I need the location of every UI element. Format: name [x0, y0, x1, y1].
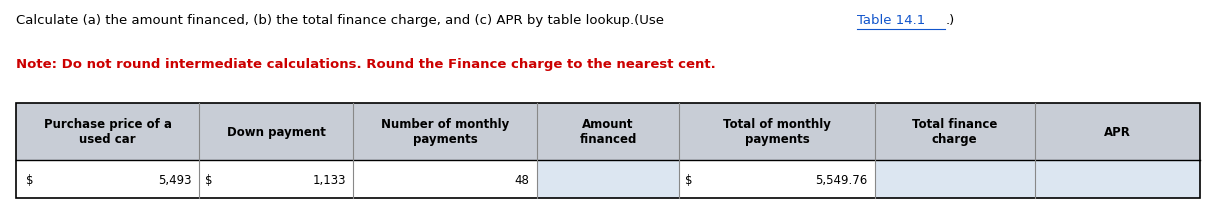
Bar — [16, 161, 199, 198]
Bar — [875, 161, 1034, 198]
Text: 1,133: 1,133 — [312, 173, 346, 186]
Text: Down payment: Down payment — [227, 125, 326, 138]
Bar — [537, 161, 679, 198]
Text: Number of monthly
payments: Number of monthly payments — [382, 118, 509, 146]
Text: 5,493: 5,493 — [159, 173, 192, 186]
Bar — [679, 161, 875, 198]
Text: $: $ — [205, 173, 213, 186]
Text: APR: APR — [1104, 125, 1131, 138]
Text: Calculate (a) the amount financed, (b) the total finance charge, and (c) APR by : Calculate (a) the amount financed, (b) t… — [16, 14, 668, 27]
Text: .): .) — [945, 14, 955, 27]
Text: Amount
financed: Amount financed — [580, 118, 637, 146]
Text: Note: Do not round intermediate calculations. Round the Finance charge to the ne: Note: Do not round intermediate calculat… — [16, 58, 716, 71]
Text: Purchase price of a
used car: Purchase price of a used car — [44, 118, 171, 146]
Bar — [1034, 161, 1200, 198]
Bar — [16, 103, 1200, 161]
Text: Total of monthly
payments: Total of monthly payments — [723, 118, 831, 146]
Text: Total finance
charge: Total finance charge — [912, 118, 998, 146]
Text: $: $ — [26, 173, 33, 186]
Bar — [354, 161, 537, 198]
Text: $: $ — [685, 173, 693, 186]
Text: Table 14.1: Table 14.1 — [858, 14, 926, 27]
Text: 48: 48 — [515, 173, 530, 186]
Bar — [199, 161, 354, 198]
Bar — [16, 103, 1200, 198]
Text: 5,549.76: 5,549.76 — [815, 173, 868, 186]
